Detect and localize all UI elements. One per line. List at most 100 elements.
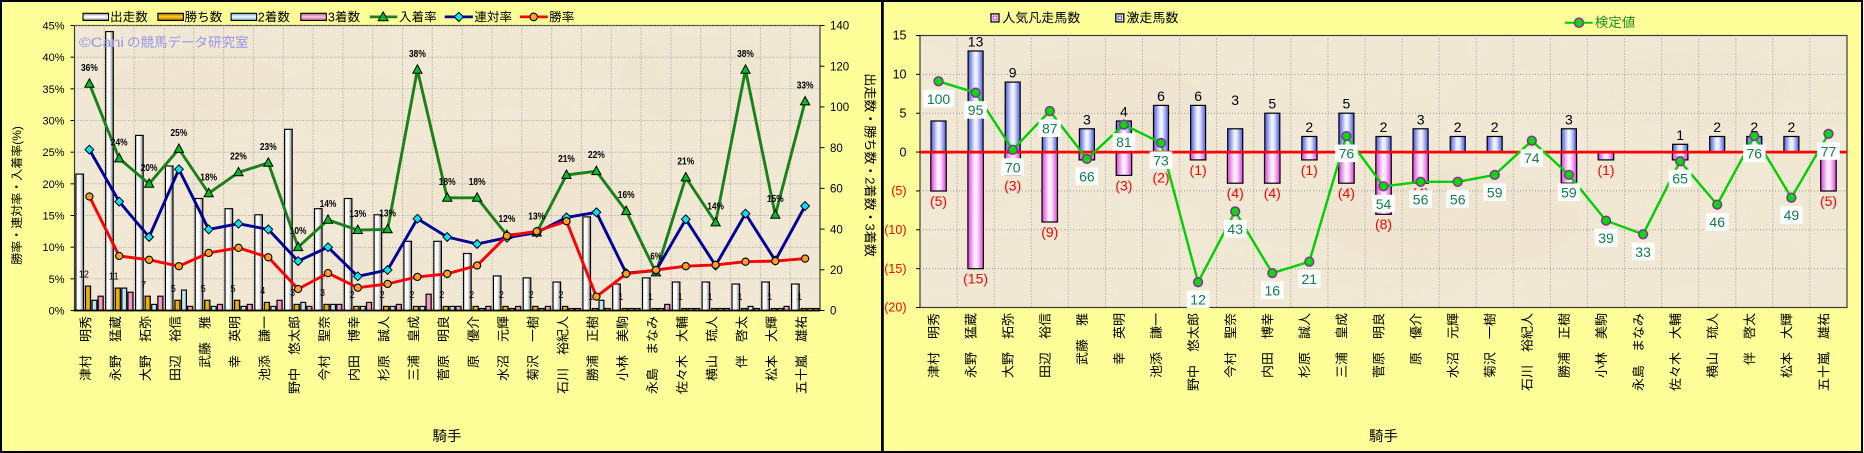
svg-text:21%: 21%: [558, 153, 575, 165]
svg-text:1: 1: [708, 292, 713, 303]
svg-text:5: 5: [231, 284, 236, 295]
svg-text:22%: 22%: [230, 150, 247, 162]
svg-text:(20): (20): [884, 301, 906, 315]
svg-text:20: 20: [830, 265, 843, 277]
svg-text:(1): (1): [1597, 162, 1614, 178]
svg-text:1: 1: [738, 292, 743, 303]
svg-text:20%: 20%: [141, 162, 158, 174]
svg-text:59: 59: [1487, 184, 1503, 200]
svg-text:18%: 18%: [200, 171, 217, 183]
svg-text:(8): (8): [1375, 216, 1392, 232]
svg-text:1: 1: [1676, 127, 1684, 143]
svg-text:2: 2: [1380, 119, 1388, 135]
svg-text:(4): (4): [1264, 185, 1281, 201]
svg-text:2: 2: [1713, 119, 1721, 135]
svg-text:65: 65: [1672, 171, 1688, 187]
svg-text:12: 12: [1190, 292, 1206, 308]
svg-text:30%: 30%: [42, 116, 64, 128]
svg-text:1: 1: [767, 292, 772, 303]
svg-text:74: 74: [1524, 150, 1540, 166]
svg-text:(9): (9): [1041, 224, 1058, 240]
svg-text:25%: 25%: [42, 147, 64, 159]
svg-text:6: 6: [1157, 88, 1165, 104]
svg-text:1: 1: [678, 292, 683, 303]
svg-text:100: 100: [830, 102, 849, 114]
svg-text:1: 1: [588, 292, 593, 303]
svg-text:11: 11: [109, 272, 119, 283]
svg-text:2: 2: [863, 177, 878, 184]
svg-text:10%: 10%: [290, 225, 307, 237]
svg-text:3: 3: [328, 10, 335, 24]
svg-text:(%): (%): [10, 126, 24, 145]
svg-text:13%: 13%: [379, 207, 396, 219]
svg-text:95: 95: [968, 102, 984, 118]
svg-text:(5): (5): [1820, 193, 1837, 209]
svg-text:2: 2: [1305, 119, 1313, 135]
svg-text:6%: 6%: [650, 251, 662, 263]
svg-text:(1): (1): [1190, 162, 1207, 178]
svg-text:12%: 12%: [499, 213, 516, 225]
svg-text:3: 3: [320, 288, 325, 299]
svg-text:39: 39: [1598, 230, 1614, 246]
svg-text:5: 5: [900, 106, 907, 120]
svg-text:0%: 0%: [49, 306, 65, 318]
svg-text:6: 6: [1194, 88, 1202, 104]
svg-text:(4): (4): [1338, 185, 1355, 201]
svg-text:140: 140: [830, 21, 849, 33]
svg-text:14%: 14%: [320, 198, 337, 210]
svg-text:25%: 25%: [171, 127, 188, 139]
svg-text:80: 80: [830, 143, 843, 155]
svg-text:21%: 21%: [677, 156, 694, 168]
svg-text:(10): (10): [884, 223, 906, 237]
svg-text:15%: 15%: [767, 193, 784, 205]
svg-text:3: 3: [1417, 111, 1425, 127]
svg-text:(3): (3): [1004, 177, 1021, 193]
svg-text:(15): (15): [884, 262, 906, 276]
svg-text:56: 56: [1450, 191, 1466, 207]
svg-text:5: 5: [1268, 96, 1276, 112]
svg-text:73: 73: [1153, 152, 1169, 168]
svg-text:2: 2: [409, 290, 414, 301]
svg-text:2: 2: [350, 290, 355, 301]
svg-text:3: 3: [1565, 111, 1573, 127]
svg-text:18%: 18%: [439, 176, 456, 188]
svg-text:2: 2: [439, 290, 444, 301]
svg-text:13%: 13%: [349, 208, 366, 220]
svg-text:5: 5: [171, 284, 176, 295]
svg-text:3: 3: [1083, 111, 1091, 127]
svg-text:46: 46: [1709, 214, 1725, 230]
svg-text:0: 0: [830, 306, 836, 318]
svg-text:4: 4: [260, 286, 265, 297]
svg-text:21: 21: [1302, 271, 1318, 287]
svg-text:76: 76: [1339, 146, 1355, 162]
svg-text:10: 10: [893, 68, 907, 82]
svg-text:43: 43: [1227, 221, 1243, 237]
svg-text:33%: 33%: [797, 80, 814, 92]
svg-text:40%: 40%: [42, 52, 64, 64]
svg-text:2: 2: [1454, 119, 1462, 135]
svg-text:70: 70: [1005, 159, 1021, 175]
svg-text:13: 13: [968, 34, 984, 50]
svg-text:56: 56: [1413, 191, 1429, 207]
svg-text:3: 3: [863, 224, 878, 231]
svg-text:2: 2: [559, 290, 564, 301]
svg-text:2: 2: [1491, 119, 1499, 135]
svg-text:(1): (1): [1301, 162, 1318, 178]
svg-text:100: 100: [927, 91, 951, 107]
svg-text:2: 2: [529, 290, 534, 301]
svg-text:120: 120: [830, 61, 849, 73]
svg-text:13%: 13%: [528, 211, 545, 223]
svg-text:2: 2: [469, 290, 474, 301]
svg-text:45%: 45%: [42, 21, 64, 33]
svg-text:(3): (3): [1115, 177, 1132, 193]
svg-text:5: 5: [1343, 96, 1351, 112]
svg-text:60: 60: [830, 184, 843, 196]
svg-text:2: 2: [258, 10, 265, 24]
svg-text:54: 54: [1376, 196, 1392, 212]
svg-text:2: 2: [1750, 119, 1758, 135]
svg-text:81: 81: [1116, 134, 1132, 150]
svg-text:12: 12: [79, 270, 89, 281]
svg-text:(15): (15): [963, 271, 988, 287]
svg-text:(4): (4): [1227, 185, 1244, 201]
svg-text:33: 33: [1635, 244, 1651, 260]
